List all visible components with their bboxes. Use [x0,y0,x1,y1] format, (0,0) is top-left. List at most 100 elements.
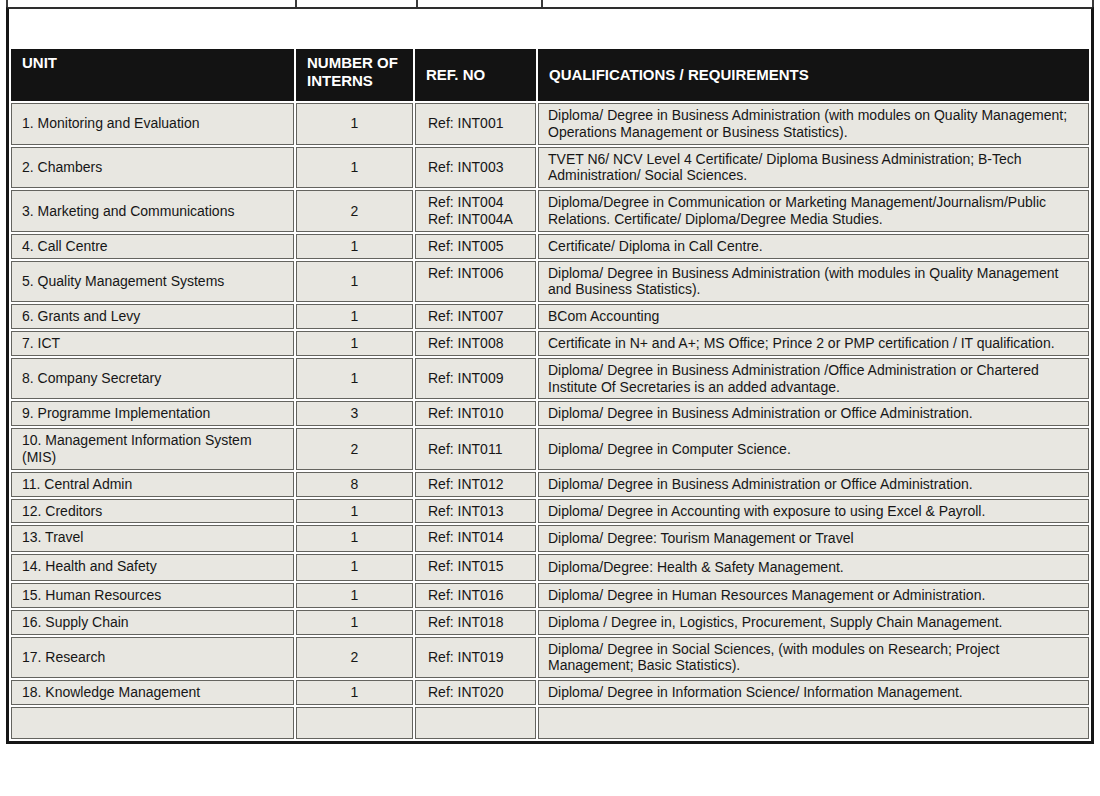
interns-count-cell: 1 [296,234,413,259]
table-row: 18. Knowledge Management 1 Ref: INT020 D… [11,680,1089,705]
unit-cell: 9. Programme Implementation [11,401,294,426]
column-header-unit: UNIT [11,49,294,101]
unit-cell: 17. Research [11,637,294,679]
qualifications-cell: Diploma/Degree: Health & Safety Manageme… [538,554,1089,581]
ref-no-cell: Ref: INT011 [415,428,536,470]
interns-count-cell: 1 [296,610,413,635]
interns-count-cell [296,707,413,739]
qualifications-cell: Diploma/ Degree in Business Administrati… [538,401,1089,426]
unit-cell [11,707,294,739]
table-row: 3. Marketing and Communications 2 Ref: I… [11,190,1089,232]
qualifications-cell: BCom Accounting [538,304,1089,329]
interns-count-cell: 2 [296,428,413,470]
empty-bottom-row [11,707,1089,739]
table-row: 8. Company Secretary 1 Ref: INT009 Diplo… [11,358,1089,400]
qualifications-cell: Diploma/ Degree in Information Science/ … [538,680,1089,705]
ref-no-cell: Ref: INT019 [415,637,536,679]
interns-count-cell: 1 [296,103,413,145]
unit-cell: 3. Marketing and Communications [11,190,294,232]
table-row: 6. Grants and Levy 1 Ref: INT007 BCom Ac… [11,304,1089,329]
qualifications-cell: Diploma/ Degree in Computer Science. [538,428,1089,470]
qualifications-cell: Certificate in N+ and A+; MS Office; Pri… [538,331,1089,356]
qualifications-cell: Diploma/ Degree in Business Administrati… [538,472,1089,497]
column-header-qualifications: QUALIFICATIONS / REQUIREMENTS [538,49,1089,101]
table-row: 7. ICT 1 Ref: INT008 Certificate in N+ a… [11,331,1089,356]
ref-no-cell: Ref: INT001 [415,103,536,145]
ref-no-cell: Ref: INT012 [415,472,536,497]
ref-no-cell: Ref: INT005 [415,234,536,259]
ref-no-cell: Ref: INT014 [415,525,536,552]
interns-count-cell: 2 [296,190,413,232]
unit-cell: 4. Call Centre [11,234,294,259]
ref-no-cell: Ref: INT003 [415,147,536,189]
blank-top-row [11,11,1089,47]
unit-cell: 2. Chambers [11,147,294,189]
qualifications-cell: Diploma/ Degree in Accounting with expos… [538,499,1089,524]
unit-cell: 13. Travel [11,525,294,552]
internship-units-table: UNIT NUMBER OF INTERNS REF. NO QUALIFICA… [9,9,1091,741]
table-row: 12. Creditors 1 Ref: INT013 Diploma/ Deg… [11,499,1089,524]
qualifications-cell: Diploma/ Degree in Business Administrati… [538,103,1089,145]
table-outer-border: UNIT NUMBER OF INTERNS REF. NO QUALIFICA… [6,7,1094,744]
table-row: 2. Chambers 1 Ref: INT003 TVET N6/ NCV L… [11,147,1089,189]
interns-count-cell: 1 [296,331,413,356]
ref-no-cell [415,707,536,739]
qualifications-cell: Diploma/ Degree in Business Administrati… [538,261,1089,303]
qualifications-cell: Diploma/ Degree in Business Administrati… [538,358,1089,400]
table-row: 17. Research 2 Ref: INT019 Diploma/ Degr… [11,637,1089,679]
unit-cell: 16. Supply Chain [11,610,294,635]
column-divider-stub [295,0,297,7]
ref-no-cell: Ref: INT004 Ref: INT004A [415,190,536,232]
ref-no-cell: Ref: INT008 [415,331,536,356]
ref-no-cell: Ref: INT015 [415,554,536,581]
table-row: 14. Health and Safety 1 Ref: INT015 Dipl… [11,554,1089,581]
qualifications-cell: Diploma/ Degree in Human Resources Manag… [538,583,1089,608]
qualifications-cell: Diploma/ Degree: Tourism Management or T… [538,525,1089,552]
ref-no-cell: Ref: INT009 [415,358,536,400]
interns-count-cell: 1 [296,304,413,329]
column-divider-stub [541,0,543,7]
interns-count-cell: 1 [296,261,413,303]
interns-count-cell: 1 [296,680,413,705]
unit-cell: 11. Central Admin [11,472,294,497]
table-row: 1. Monitoring and Evaluation 1 Ref: INT0… [11,103,1089,145]
table-row: 11. Central Admin 8 Ref: INT012 Diploma/… [11,472,1089,497]
interns-count-cell: 1 [296,554,413,581]
unit-cell: 14. Health and Safety [11,554,294,581]
interns-count-cell: 3 [296,401,413,426]
unit-cell: 12. Creditors [11,499,294,524]
ref-no-cell: Ref: INT010 [415,401,536,426]
table-row: 13. Travel 1 Ref: INT014 Diploma/ Degree… [11,525,1089,552]
table-row: 16. Supply Chain 1 Ref: INT018 Diploma /… [11,610,1089,635]
ref-no-cell: Ref: INT018 [415,610,536,635]
clipped-row-stubs [6,0,1094,7]
ref-no-cell: Ref: INT007 [415,304,536,329]
qualifications-cell: Diploma/ Degree in Social Sciences, (wit… [538,637,1089,679]
interns-count-cell: 1 [296,147,413,189]
document-page: UNIT NUMBER OF INTERNS REF. NO QUALIFICA… [0,0,1100,796]
table-row: 15. Human Resources 1 Ref: INT016 Diplom… [11,583,1089,608]
blank-top-cell [11,11,1089,47]
unit-cell: 18. Knowledge Management [11,680,294,705]
qualifications-cell: Certificate/ Diploma in Call Centre. [538,234,1089,259]
qualifications-cell: Diploma/Degree in Communication or Marke… [538,190,1089,232]
interns-count-cell: 8 [296,472,413,497]
interns-count-cell: 1 [296,358,413,400]
header-row: UNIT NUMBER OF INTERNS REF. NO QUALIFICA… [11,49,1089,101]
table-row: 4. Call Centre 1 Ref: INT005 Certificate… [11,234,1089,259]
unit-cell: 1. Monitoring and Evaluation [11,103,294,145]
ref-no-cell: Ref: INT020 [415,680,536,705]
qualifications-cell: TVET N6/ NCV Level 4 Certificate/ Diplom… [538,147,1089,189]
column-header-number-of-interns: NUMBER OF INTERNS [296,49,413,101]
interns-count-cell: 2 [296,637,413,679]
table-row: 5. Quality Management Systems 1 Ref: INT… [11,261,1089,303]
interns-count-cell: 1 [296,525,413,552]
ref-no-cell: Ref: INT006 [415,261,536,303]
table-row: 10. Management Information System (MIS) … [11,428,1089,470]
column-divider-stub [1092,0,1094,7]
qualifications-cell [538,707,1089,739]
qualifications-cell: Diploma / Degree in, Logistics, Procurem… [538,610,1089,635]
interns-count-cell: 1 [296,499,413,524]
unit-cell: 15. Human Resources [11,583,294,608]
unit-cell: 10. Management Information System (MIS) [11,428,294,470]
